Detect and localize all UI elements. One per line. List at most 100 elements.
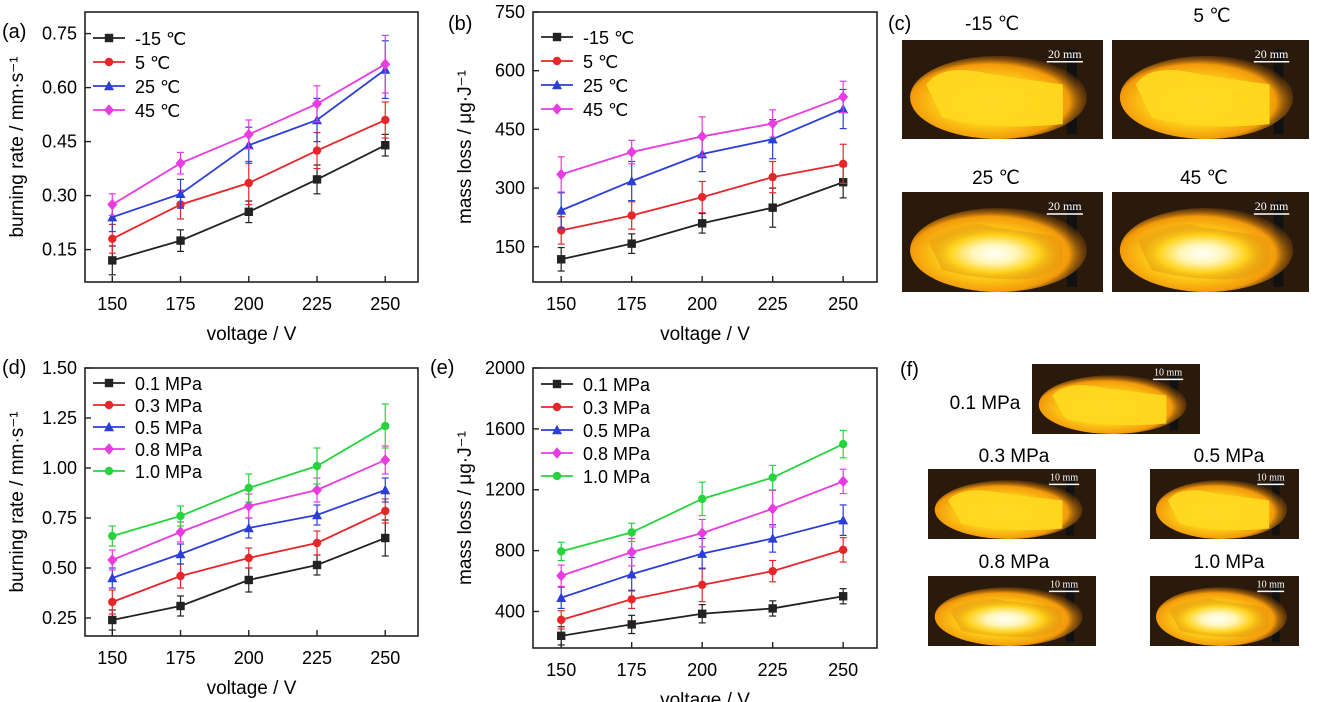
data-point (556, 547, 566, 556)
data-point (381, 533, 390, 543)
legend-marker (552, 56, 562, 66)
y-axis-label: mass loss / μg·J⁻¹ (455, 70, 476, 224)
x-tick-label: 200 (234, 294, 264, 314)
data-point (768, 203, 777, 212)
x-tick-label: 175 (166, 294, 196, 314)
data-point (627, 595, 636, 604)
x-axis-label: voltage / V (660, 690, 750, 702)
y-tick-label: 600 (495, 61, 525, 81)
x-axis-label: voltage / V (660, 324, 750, 345)
legend-label: 0.3 MPa (583, 398, 651, 418)
flame-core (1135, 222, 1270, 280)
panel-label-c: (c) (888, 13, 911, 35)
photo-f-0.1: 10 mm (1032, 364, 1200, 434)
y-tick-label: 0.75 (42, 24, 77, 44)
legend-label: 45 ℃ (135, 101, 180, 121)
flame-core (926, 222, 1063, 280)
data-point (312, 509, 323, 520)
scale-bar-label: 10 mm (1154, 367, 1182, 378)
data-point (838, 592, 848, 601)
legend-marker (104, 421, 114, 432)
flame-core (948, 490, 1063, 531)
data-point (838, 514, 849, 525)
photo-c-5: 20 mm (1112, 40, 1309, 139)
photo-label: -15 ℃ (965, 14, 1019, 35)
legend-marker (104, 33, 114, 43)
series-0: 0.1 MPa (93, 374, 390, 631)
x-tick-label: 150 (97, 648, 127, 668)
series-2: 0.5 MPa (541, 421, 849, 610)
x-tick-label: 150 (546, 660, 576, 680)
legend-label: -15 ℃ (135, 29, 186, 49)
x-axis-label: voltage / V (207, 324, 297, 345)
data-point (697, 494, 707, 504)
data-point (697, 580, 707, 590)
data-point (838, 91, 849, 103)
legend-marker (552, 32, 562, 42)
data-point (176, 571, 185, 581)
y-tick-label: 1600 (485, 419, 525, 439)
series-1: 5 ℃ (541, 52, 848, 245)
data-point (626, 568, 637, 579)
x-tick-label: 200 (687, 660, 717, 680)
x-tick-label: 175 (617, 660, 647, 680)
legend-label: 0.3 MPa (135, 396, 203, 416)
series-4: 1.0 MPa (541, 429, 848, 562)
data-point (556, 570, 567, 582)
legend-marker (552, 402, 562, 412)
legend-label: 25 ℃ (135, 77, 180, 97)
panel-label-b: (b) (448, 13, 472, 35)
series-0: 0.1 MPa (541, 375, 848, 646)
data-point (381, 141, 390, 150)
data-point (176, 236, 185, 245)
legend-marker (104, 400, 114, 410)
legend-marker (552, 471, 562, 481)
series-2: 0.5 MPa (93, 418, 391, 589)
data-point (243, 522, 254, 533)
data-point (107, 554, 118, 566)
data-point (243, 500, 254, 512)
data-point (768, 473, 777, 482)
panel-label-f: (f) (900, 359, 919, 381)
legend-label: 0.5 MPa (583, 421, 651, 441)
data-point (175, 157, 186, 169)
data-point (627, 528, 636, 537)
flame-core (1167, 490, 1270, 531)
series-3: 45 ℃ (93, 34, 391, 216)
photo-label: 0.8 MPa (979, 552, 1050, 573)
y-tick-label: 0.75 (42, 508, 77, 528)
scale-bar-label: 10 mm (1257, 472, 1285, 483)
chart-d: 150 175 200 225 250 0.25 0.50 0.75 1.00 1.25 1.50 v… (7, 358, 419, 699)
data-point (626, 546, 637, 558)
data-point (176, 601, 185, 611)
series-3: 45 ℃ (541, 80, 849, 193)
data-point (381, 115, 390, 125)
x-tick-label: 200 (687, 294, 717, 314)
y-tick-label: 1.00 (42, 458, 77, 478)
data-point (312, 560, 322, 570)
photo-label: 1.0 MPa (1194, 552, 1265, 573)
data-point (556, 168, 567, 181)
data-point (381, 506, 390, 516)
data-point (108, 597, 117, 607)
chart-a: 150 175 200 225 250 0.15 0.30 0.45 0.60 0.75 volta… (7, 11, 419, 345)
data-point (767, 503, 778, 515)
x-tick-label: 250 (828, 294, 858, 314)
legend-marker (552, 447, 562, 459)
legend-label: 25 ℃ (583, 76, 628, 96)
data-point (768, 566, 777, 576)
data-point (380, 454, 391, 466)
x-tick-label: 225 (302, 648, 332, 668)
scale-bar-label: 10 mm (1050, 579, 1078, 590)
data-point (697, 609, 707, 618)
legend-marker (552, 424, 562, 435)
data-point (108, 234, 117, 243)
y-tick-label: 1.50 (42, 358, 77, 378)
data-point (312, 461, 322, 471)
panel-label-d: (d) (2, 357, 26, 379)
data-point (768, 172, 777, 182)
y-tick-label: 0.25 (42, 608, 77, 628)
legend-marker (104, 378, 114, 388)
data-point (556, 255, 566, 264)
